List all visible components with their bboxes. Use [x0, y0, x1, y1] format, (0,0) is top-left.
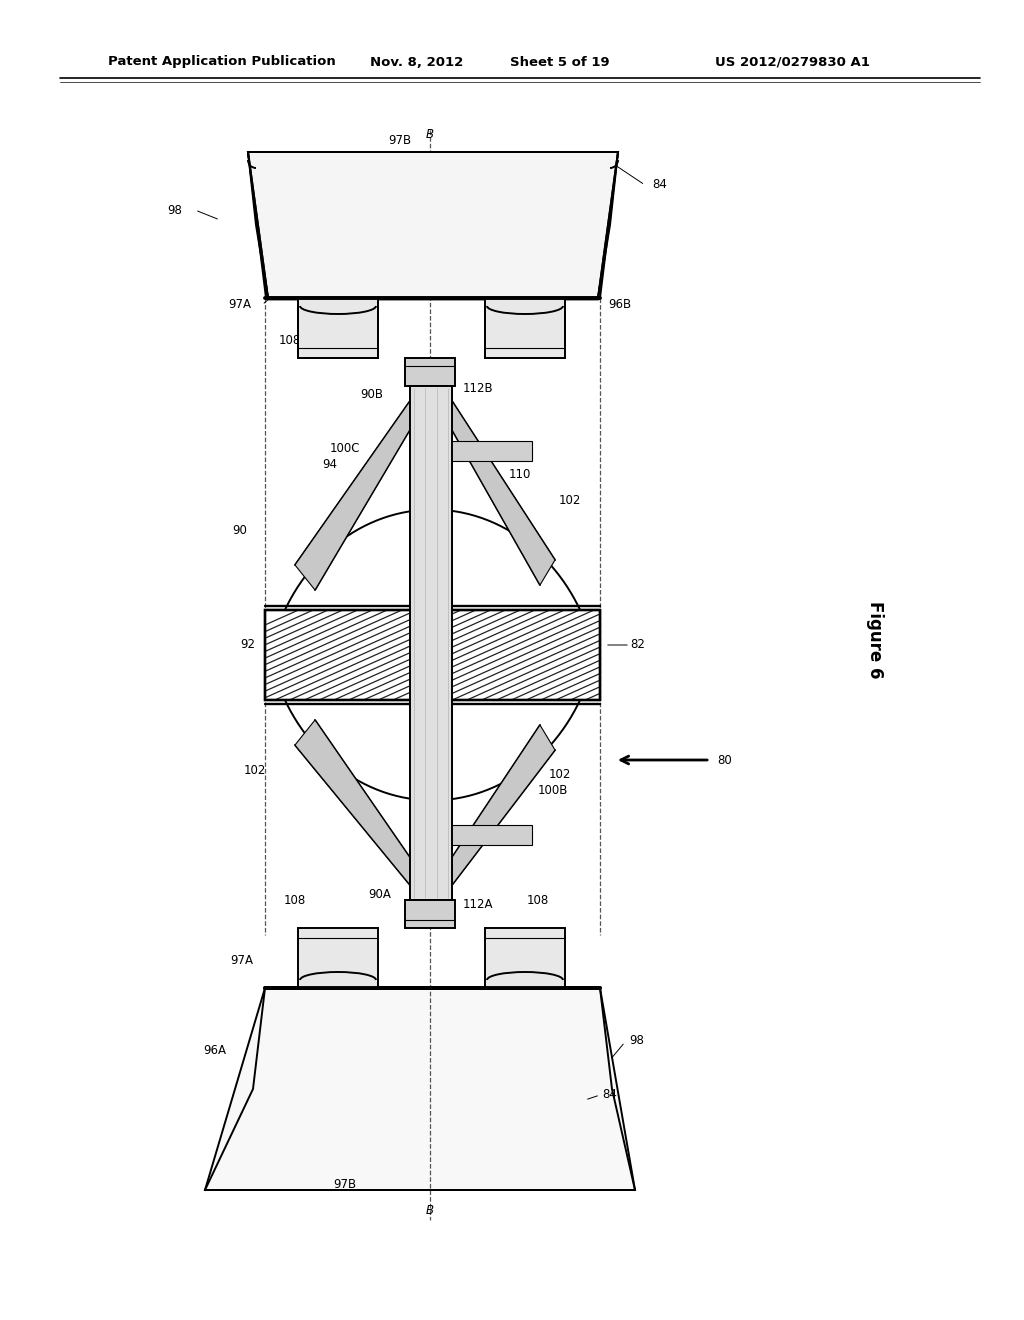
Text: 102: 102 [549, 768, 571, 781]
Bar [410, 441, 532, 461]
Text: 98: 98 [630, 1034, 644, 1047]
Text: 80: 80 [718, 754, 732, 767]
Text: 108: 108 [279, 334, 301, 346]
Bar [298, 928, 378, 987]
Text: 90B: 90B [360, 388, 384, 401]
Polygon shape [447, 401, 555, 585]
Text: B: B [426, 1204, 434, 1217]
Polygon shape [295, 401, 415, 590]
Text: 98: 98 [168, 203, 182, 216]
Bar [265, 610, 600, 700]
Polygon shape [447, 725, 555, 884]
Bar [485, 298, 565, 358]
Text: 97B: 97B [334, 1179, 356, 1192]
Text: US 2012/0279830 A1: US 2012/0279830 A1 [715, 55, 869, 69]
Text: 108: 108 [527, 894, 549, 907]
Text: 100C: 100C [330, 441, 360, 454]
Polygon shape [295, 719, 415, 884]
Text: 90: 90 [232, 524, 248, 536]
Bar [485, 928, 565, 987]
Text: 84: 84 [602, 1089, 617, 1101]
Bar [265, 610, 600, 700]
Bar [410, 385, 452, 900]
Text: Figure 6: Figure 6 [866, 601, 884, 678]
Text: 96B: 96B [608, 298, 632, 312]
Text: 97A: 97A [228, 298, 252, 312]
Text: Nov. 8, 2012: Nov. 8, 2012 [370, 55, 463, 69]
Bar [410, 825, 532, 845]
Text: 96A: 96A [204, 1044, 226, 1056]
Text: 108: 108 [517, 334, 539, 346]
Polygon shape [248, 152, 618, 298]
Text: Patent Application Publication: Patent Application Publication [108, 55, 336, 69]
Text: 108: 108 [284, 894, 306, 907]
Bar [298, 298, 378, 358]
Text: 110: 110 [509, 469, 531, 482]
Text: 102: 102 [244, 763, 266, 776]
Text: 94: 94 [522, 754, 538, 767]
Text: 82: 82 [631, 639, 645, 652]
Bar [406, 900, 455, 928]
Text: 100B: 100B [538, 784, 568, 796]
Text: 102: 102 [559, 494, 582, 507]
Bar [406, 358, 455, 385]
Polygon shape [205, 987, 635, 1191]
Text: Sheet 5 of 19: Sheet 5 of 19 [510, 55, 609, 69]
Text: 97A: 97A [230, 953, 254, 966]
Text: 112A: 112A [463, 899, 494, 912]
Polygon shape [248, 152, 618, 298]
Text: 84: 84 [652, 178, 668, 191]
Text: 92: 92 [241, 639, 256, 652]
Bar [410, 385, 452, 900]
Text: 94: 94 [323, 458, 338, 471]
Text: 97B: 97B [388, 133, 412, 147]
Text: 90A: 90A [369, 888, 391, 902]
Text: B: B [426, 128, 434, 141]
Text: 112B: 112B [463, 381, 494, 395]
